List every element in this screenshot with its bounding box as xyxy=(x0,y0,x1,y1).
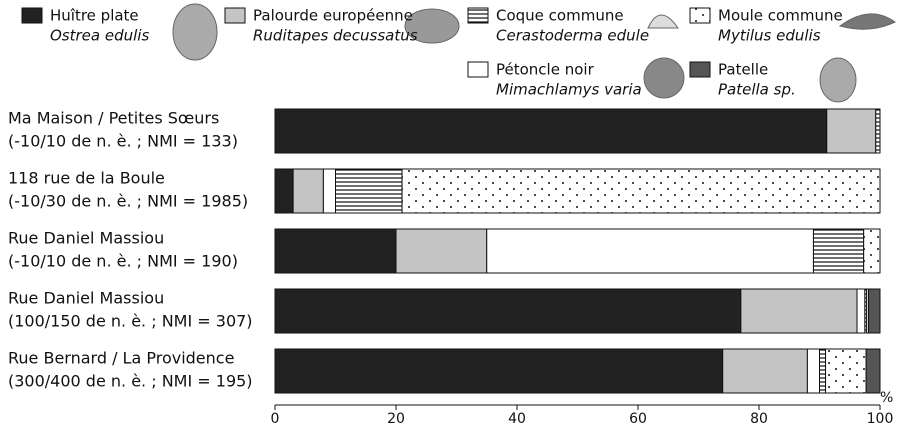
bar-segment xyxy=(826,349,867,393)
x-tick-label: 40 xyxy=(508,411,526,426)
legend-latin: Mimachlamys varia xyxy=(496,81,642,99)
bar-segment xyxy=(275,109,827,153)
bar-segment xyxy=(723,349,808,393)
bar-segment xyxy=(275,169,293,213)
legend-label: Patelle xyxy=(718,61,768,79)
category-label: Rue Daniel Massiou xyxy=(8,289,164,308)
category-label: Rue Bernard / La Providence xyxy=(8,349,234,368)
bar-segment xyxy=(820,349,826,393)
legend-latin: Patella sp. xyxy=(718,81,796,99)
bar-segment xyxy=(741,289,857,333)
category-label: Ma Maison / Petites Sœurs xyxy=(8,109,219,128)
bar-segment xyxy=(275,229,396,273)
legend-swatch xyxy=(468,8,488,23)
bar-segment xyxy=(487,229,814,273)
legend-swatch xyxy=(468,62,488,77)
bar-segment xyxy=(396,229,487,273)
legend-label: Moule commune xyxy=(718,7,843,25)
x-tick-label: 60 xyxy=(629,411,647,426)
bar-segment xyxy=(813,229,863,273)
bar-segment xyxy=(807,349,819,393)
category-note: (300/400 de n. è. ; NMI = 195) xyxy=(8,372,253,391)
legend-label: Coque commune xyxy=(496,7,624,25)
legend-label: Pétoncle noir xyxy=(496,61,595,79)
bar-segment xyxy=(857,289,865,333)
legend-label: Palourde européenne xyxy=(253,7,413,25)
category-note: (100/150 de n. è. ; NMI = 307) xyxy=(8,312,253,331)
category-label: 118 rue de la Boule xyxy=(8,169,165,188)
bar-segment xyxy=(876,109,880,153)
category-note: (-10/10 de n. è. ; NMI = 133) xyxy=(8,132,238,151)
bar-segment xyxy=(866,349,880,393)
x-tick-label: 0 xyxy=(271,411,280,426)
legend-swatch xyxy=(690,8,710,23)
bar-segment xyxy=(827,109,876,153)
bar-segment xyxy=(869,289,880,333)
legend-latin: Ostrea edulis xyxy=(50,27,149,45)
x-tick-label: 80 xyxy=(750,411,768,426)
legend-swatch xyxy=(22,8,42,23)
legend-swatch xyxy=(225,8,245,23)
x-tick-label: 20 xyxy=(387,411,405,426)
legend-latin: Ruditapes decussatus xyxy=(253,27,418,45)
category-label: Rue Daniel Massiou xyxy=(8,229,164,248)
bar-segment xyxy=(293,169,323,213)
bar-segment xyxy=(323,169,335,213)
bar-segment xyxy=(864,229,880,273)
bar-segment xyxy=(402,169,880,213)
bar-segment xyxy=(275,289,741,333)
legend-label: Huître plate xyxy=(50,7,139,25)
bar-segment xyxy=(275,349,723,393)
bar-segment xyxy=(336,169,403,213)
x-tick-label: 100 xyxy=(867,411,894,426)
legend-latin: Mytilus edulis xyxy=(718,27,821,45)
category-note: (-10/30 de n. è. ; NMI = 1985) xyxy=(8,192,248,211)
legend-latin: Cerastoderma edule xyxy=(496,27,649,45)
chart: % Huître plate Ostrea edulis Palourde euro… xyxy=(0,0,901,426)
x-unit: % xyxy=(880,390,893,406)
category-note: (-10/10 de n. è. ; NMI = 190) xyxy=(8,252,238,271)
legend-swatch xyxy=(690,62,710,77)
